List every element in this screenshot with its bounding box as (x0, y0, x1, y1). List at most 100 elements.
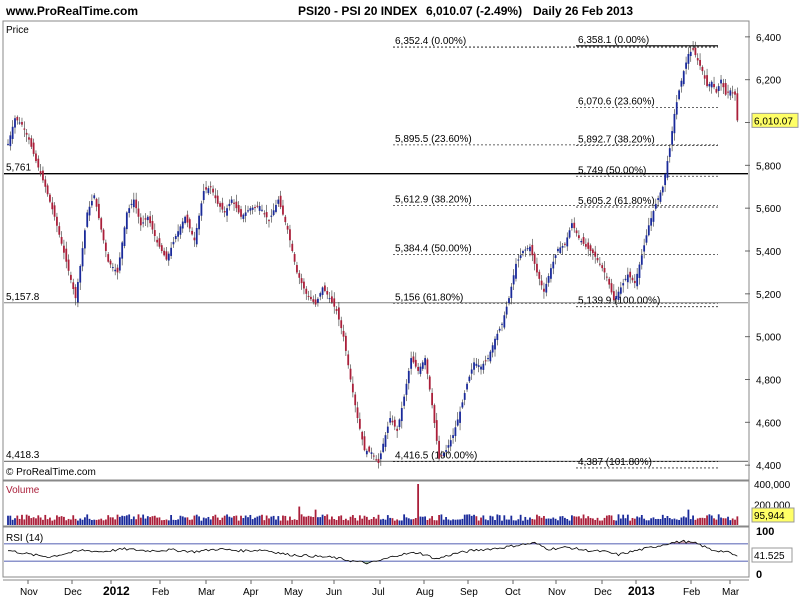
volume-bar (347, 520, 350, 525)
candle-body (351, 383, 354, 393)
candle-body (461, 402, 464, 408)
candle-body (137, 208, 140, 217)
fibonacci-level-label: 5,139.9 (100.00%) (578, 296, 660, 307)
candle-body (675, 102, 678, 115)
candle-body (594, 251, 597, 257)
candle-body (354, 394, 357, 406)
candle-body (9, 135, 12, 147)
candle-body (328, 298, 331, 300)
candle-body (83, 230, 86, 249)
price-tick-label: 4,400 (756, 461, 781, 472)
candle-body (237, 205, 240, 213)
volume-bar (566, 519, 569, 525)
candle-body (121, 242, 124, 259)
candle-body (431, 392, 433, 406)
candle-body (713, 84, 715, 88)
time-tick-label: Mar (722, 587, 740, 598)
candle-body (167, 253, 170, 261)
volume-bar (487, 520, 489, 525)
candle-body (696, 58, 699, 61)
volume-bar (626, 514, 629, 525)
candle-body (727, 91, 729, 93)
volume-bar (622, 514, 625, 525)
volume-bar (16, 515, 19, 525)
volume-bar (128, 514, 131, 525)
volume-bar (398, 520, 401, 525)
volume-bar (214, 514, 217, 525)
rsi-last-badge (751, 547, 793, 563)
instrument-title: PSI20 - PSI 20 INDEX (298, 4, 417, 18)
volume-bar (167, 520, 170, 525)
candle-body (254, 207, 256, 209)
candle-body (510, 286, 513, 299)
candle-body (170, 247, 173, 256)
volume-bar (619, 518, 622, 525)
volume-bar (682, 516, 685, 525)
candle-body (687, 53, 690, 64)
candle-body (146, 216, 149, 221)
time-tick-label: Dec (594, 587, 612, 598)
volume-bar (365, 516, 368, 525)
volume-bar (456, 519, 459, 525)
candle-body (195, 227, 198, 245)
candle-body (39, 171, 42, 174)
volume-bar (645, 520, 648, 525)
candle-body (515, 263, 517, 279)
volume-bar (477, 520, 480, 525)
candle-body (615, 295, 618, 300)
time-tick-label: Oct (505, 587, 521, 598)
volume-bar (212, 516, 214, 525)
fibonacci-level-label: 6,352.4 (0.00%) (395, 36, 466, 47)
candle-body (249, 208, 252, 211)
volume-bar (263, 520, 266, 525)
candle-body (372, 455, 375, 457)
candle-body (317, 298, 319, 303)
volume-bar (209, 519, 212, 525)
volume-bar (83, 517, 86, 525)
fibonacci-level-label: 5,612.9 (38.20%) (395, 194, 472, 205)
volume-bar (657, 518, 660, 525)
candle-body (622, 283, 625, 286)
candle-body (95, 198, 98, 207)
volume-bar (508, 519, 510, 525)
candle-body (172, 241, 175, 245)
candle-body (212, 188, 214, 193)
volume-bar (139, 517, 142, 525)
candle-body (361, 431, 364, 440)
volume-bar (46, 519, 49, 525)
volume-bar (375, 518, 378, 525)
volume-bar (687, 509, 690, 525)
volume-bar (447, 519, 450, 525)
candle-body (139, 217, 142, 226)
copyright-label: © ProRealTime.com (6, 467, 96, 478)
candle-body (251, 207, 254, 210)
candle-body (498, 328, 501, 331)
volume-bar (671, 519, 674, 525)
fibonacci-level-label: 6,358.1 (0.00%) (578, 35, 649, 46)
candle-body (398, 419, 401, 428)
price-tick-label: 4,600 (756, 418, 781, 429)
volume-bar (515, 520, 517, 525)
volume-bar (249, 514, 252, 525)
candle-body (51, 202, 54, 210)
candle-body (433, 405, 436, 424)
time-tick-label: Feb (683, 587, 701, 598)
volume-bar (153, 515, 156, 525)
candle-body (209, 186, 212, 188)
candle-body (375, 459, 378, 461)
site-url[interactable]: www.ProRealTime.com (5, 4, 138, 18)
volume-bar (489, 515, 492, 525)
volume-bar (640, 515, 643, 525)
volume-bar (594, 519, 597, 525)
volume-bar (666, 515, 669, 525)
candle-body (340, 320, 343, 329)
fibonacci-level-label: 5,384.4 (50.00%) (395, 243, 472, 254)
candle-body (710, 81, 713, 88)
volume-bar (624, 518, 627, 525)
fibonacci-level-label: 4,387 (101.80%) (578, 457, 652, 468)
candle-body (104, 242, 107, 251)
volume-bar (37, 515, 40, 525)
candle-body (393, 419, 396, 427)
candle-body (484, 360, 487, 362)
